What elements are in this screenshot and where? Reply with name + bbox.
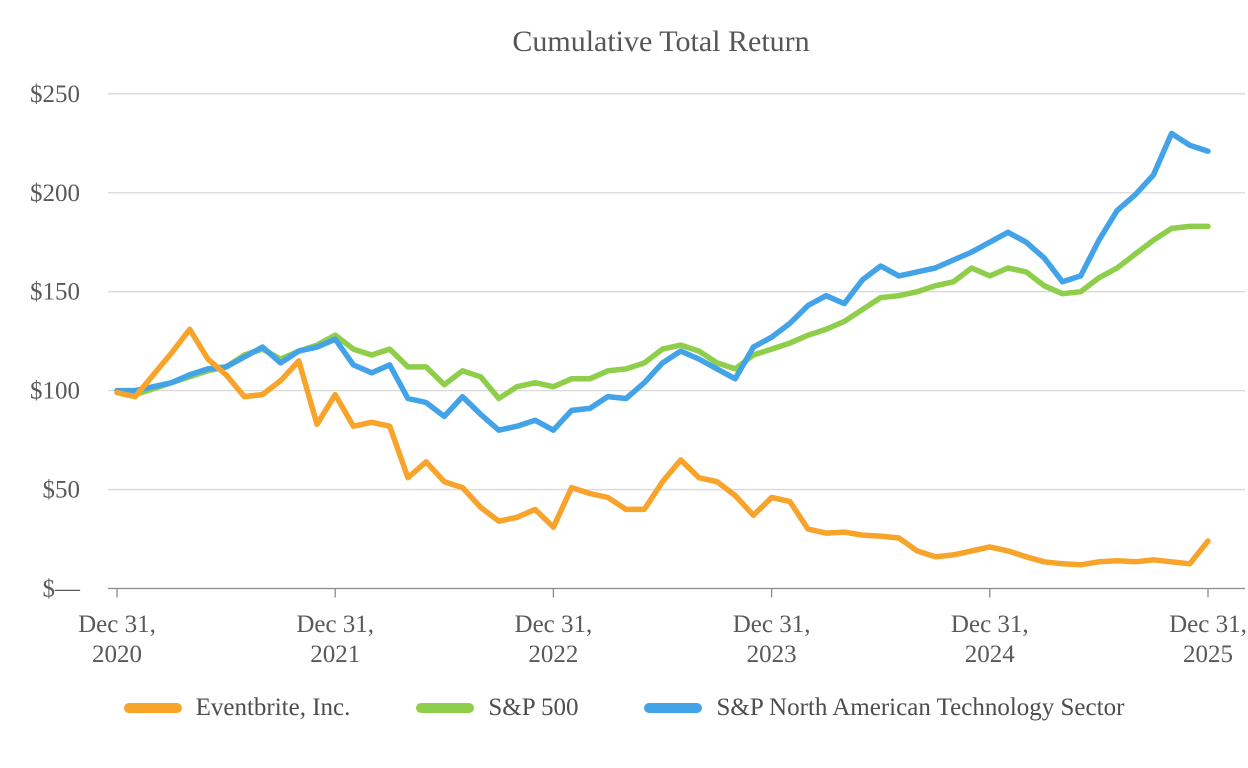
x-axis-label-2022-line1: Dec 31, xyxy=(515,611,593,638)
x-axis-label-2025-line2: 2025 xyxy=(1183,641,1233,668)
y-axis-label-200: $200 xyxy=(30,180,80,207)
x-axis-label-2023-line2: 2023 xyxy=(747,641,797,668)
y-axis-label-0: $— xyxy=(43,576,82,603)
legend-item-eventbrite: Eventbrite, Inc. xyxy=(123,694,351,722)
series-line-s-p-500 xyxy=(114,223,1211,402)
legend-label-sp500: S&P 500 xyxy=(488,694,579,721)
x-axis-label-2024-line1: Dec 31, xyxy=(951,611,1029,638)
y-axis-label-250: $250 xyxy=(30,81,80,108)
y-axis-label-100: $100 xyxy=(30,378,80,405)
eventbrite-line-swatch-icon xyxy=(123,703,182,713)
x-axis-label-2022-line2: 2022 xyxy=(528,641,578,668)
y-axis-label-150: $150 xyxy=(30,279,80,306)
x-axis-label-2025-line1: Dec 31, xyxy=(1169,611,1247,638)
legend-item-tech-sector: S&P North American Technology Sector xyxy=(644,694,1124,722)
series-line-eventbrite-inc xyxy=(114,326,1211,568)
tech-sector-line-swatch-icon xyxy=(644,703,703,713)
chart-title: Cumulative Total Return xyxy=(512,25,809,58)
x-axis-label-2021-line1: Dec 31, xyxy=(296,611,374,638)
x-axis-label-2024-line2: 2024 xyxy=(965,641,1016,668)
sp500-line-swatch-icon xyxy=(416,703,475,713)
legend-label-eventbrite: Eventbrite, Inc. xyxy=(195,694,351,721)
legend-item-sp500: S&P 500 xyxy=(416,694,578,722)
x-axis-label-2020-line2: 2020 xyxy=(92,641,142,668)
series-line-s-p-north-american-technology-sector xyxy=(114,130,1211,433)
legend-label-tech-sector: S&P North American Technology Sector xyxy=(716,694,1125,721)
y-axis-label-50: $50 xyxy=(43,477,81,504)
chart-legend: Eventbrite, Inc. S&P 500 S&P North Ameri… xyxy=(0,694,1248,722)
x-axis-label-2023-line1: Dec 31, xyxy=(733,611,811,638)
x-axis-label-2021-line2: 2021 xyxy=(310,641,360,668)
x-axis-label-2020-line1: Dec 31, xyxy=(78,611,156,638)
